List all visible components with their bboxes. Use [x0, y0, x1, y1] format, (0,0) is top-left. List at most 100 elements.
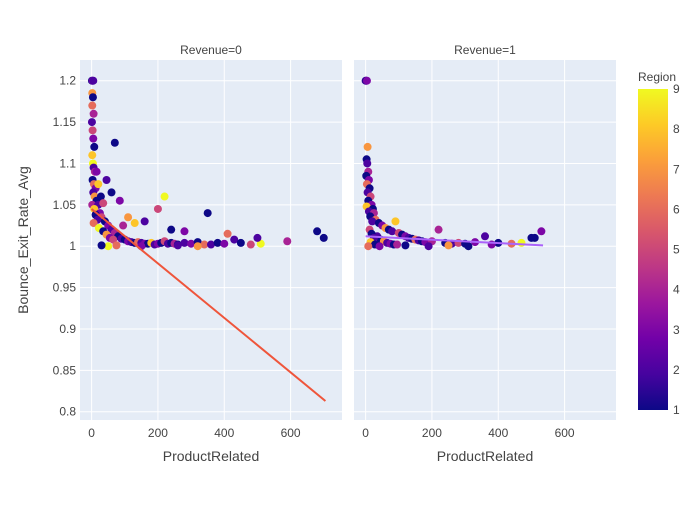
data-point	[444, 241, 453, 250]
x-tick-label: 400	[214, 426, 234, 440]
data-point	[230, 235, 239, 244]
y-ticks: 0.8 0.85 0.9 0.95 1 1.05 1.1 1.15 1.2	[53, 74, 77, 419]
data-point	[363, 159, 372, 168]
data-point	[92, 167, 101, 176]
data-point	[464, 242, 473, 251]
colorbar-tick-label: 9	[673, 82, 680, 96]
data-point	[203, 209, 212, 218]
data-point	[140, 217, 149, 226]
data-point	[253, 233, 262, 242]
data-point	[102, 176, 111, 184]
data-point	[109, 235, 118, 244]
data-point	[90, 142, 99, 151]
data-point	[517, 238, 526, 247]
data-point	[112, 241, 121, 250]
data-point	[481, 232, 489, 241]
data-point	[434, 225, 443, 234]
data-point	[99, 199, 108, 208]
scatter-points-revenue-1	[361, 76, 546, 251]
x-ticks-revenue-0: 0 200 400 600	[88, 426, 301, 440]
data-point	[89, 134, 98, 143]
colorbar-tick-label: 6	[673, 202, 680, 216]
y-tick-label: 1.05	[53, 198, 77, 212]
data-point	[167, 225, 176, 234]
data-point	[153, 204, 162, 213]
data-point	[130, 219, 139, 228]
colorbar-tick-label: 4	[673, 283, 680, 297]
data-point	[223, 229, 232, 238]
data-point	[89, 109, 98, 118]
y-tick-label: 1.15	[53, 115, 77, 129]
data-point	[89, 76, 98, 85]
y-tick-label: 1	[69, 239, 76, 253]
colorbar-ticks: 1 2 3 4 5 6 7 8 9	[673, 82, 680, 417]
trendline-revenue-1-group	[365, 235, 544, 247]
trendline-revenue-0-group	[90, 208, 327, 402]
scatter-points-revenue-0	[87, 76, 328, 251]
data-point	[160, 192, 169, 201]
data-point	[375, 242, 384, 251]
data-point	[207, 240, 215, 249]
y-tick-label: 0.8	[59, 405, 76, 419]
y-tick-label: 1.2	[59, 74, 76, 88]
data-point	[319, 233, 328, 242]
y-tick-label: 0.9	[59, 322, 76, 336]
data-point	[104, 242, 113, 251]
data-point	[313, 227, 322, 236]
data-point	[119, 221, 128, 230]
data-point	[246, 240, 255, 249]
colorbar-tick-label: 8	[673, 122, 680, 136]
colorbar-tick-label: 5	[673, 243, 680, 257]
x-axis-title-revenue-0: ProductRelated	[163, 448, 260, 464]
x-tick-label: 400	[488, 426, 508, 440]
colorbar-tick-label: 7	[673, 162, 680, 176]
data-point	[401, 241, 410, 250]
data-point	[213, 238, 222, 247]
data-point	[283, 237, 292, 246]
data-point	[87, 118, 96, 127]
data-point	[88, 101, 97, 110]
data-point	[187, 239, 196, 248]
data-point	[124, 213, 133, 222]
data-point	[89, 219, 98, 228]
data-point	[88, 151, 97, 160]
data-point	[424, 242, 433, 251]
data-point	[193, 242, 202, 251]
trendline-revenue-0	[90, 208, 327, 402]
data-point	[180, 238, 189, 247]
x-tick-label: 200	[148, 426, 168, 440]
data-point	[88, 93, 97, 102]
y-tick-label: 0.85	[53, 363, 77, 377]
data-point	[236, 238, 245, 247]
data-point	[368, 217, 377, 226]
data-point	[96, 192, 105, 201]
facet-title-revenue-0: Revenue=0	[180, 43, 242, 57]
x-tick-label: 200	[422, 426, 442, 440]
data-point	[173, 241, 182, 250]
x-ticks-revenue-1: 0 200 400 600	[362, 426, 575, 440]
data-point	[393, 240, 402, 249]
data-point	[88, 126, 97, 135]
x-tick-label: 600	[281, 426, 301, 440]
data-point	[107, 188, 116, 197]
data-point	[537, 227, 546, 236]
data-point	[391, 217, 400, 226]
data-point	[530, 233, 539, 242]
data-point	[362, 76, 371, 85]
data-point	[97, 241, 106, 250]
data-point	[363, 142, 372, 151]
data-point	[94, 180, 103, 189]
data-point	[388, 227, 397, 236]
x-tick-label: 0	[362, 426, 369, 440]
y-tick-label: 0.95	[53, 281, 77, 295]
trendline-revenue-1	[365, 235, 544, 247]
data-point	[110, 138, 119, 147]
y-tick-label: 1.1	[59, 156, 76, 170]
colorbar-tick-label: 1	[673, 403, 680, 417]
y-axis-title: Bounce_Exit_Rate_Avg	[15, 166, 31, 314]
colorbar-tick-label: 3	[673, 323, 680, 337]
colorbar-tick-label: 2	[673, 363, 680, 377]
data-point	[364, 242, 373, 251]
